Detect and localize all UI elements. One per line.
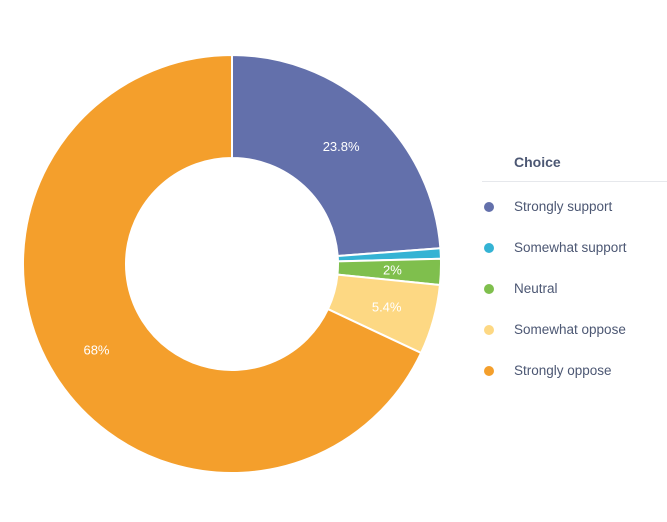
legend-dot-somewhat-oppose (484, 325, 494, 335)
slice-label-strongly-oppose: 68% (83, 343, 109, 358)
legend-dot-neutral (484, 284, 494, 294)
legend-item-neutral[interactable]: Neutral (482, 272, 667, 313)
slice-label-somewhat-oppose: 5.4% (372, 299, 402, 314)
legend-dot-strongly-oppose (484, 366, 494, 376)
legend-label: Strongly support (514, 199, 613, 214)
slice-strongly-oppose[interactable] (22, 53, 423, 474)
slice-labels: 23.8% 2% 5.4% 68% (83, 139, 402, 358)
legend-items: Strongly support Somewhat support Neutral S… (482, 190, 667, 395)
legend-label: Somewhat support (514, 240, 627, 255)
slice-label-strongly-support: 23.8% (323, 139, 360, 154)
legend-item-somewhat-oppose[interactable]: Somewhat oppose (482, 313, 667, 354)
legend: Choice Strongly support Somewhat support N… (482, 146, 667, 395)
legend-item-strongly-oppose[interactable]: Strongly oppose (482, 354, 667, 395)
legend-item-somewhat-support[interactable]: Somewhat support (482, 231, 667, 272)
legend-dot-strongly-support (484, 202, 494, 212)
legend-label: Neutral (514, 281, 558, 296)
donut-slices (22, 53, 442, 474)
legend-label: Strongly oppose (514, 363, 612, 378)
legend-item-strongly-support[interactable]: Strongly support (482, 190, 667, 231)
legend-title: Choice (482, 146, 667, 182)
slice-strongly-support[interactable] (231, 53, 442, 258)
legend-label: Somewhat oppose (514, 322, 626, 337)
legend-dot-somewhat-support (484, 243, 494, 253)
slice-label-neutral: 2% (383, 263, 402, 278)
